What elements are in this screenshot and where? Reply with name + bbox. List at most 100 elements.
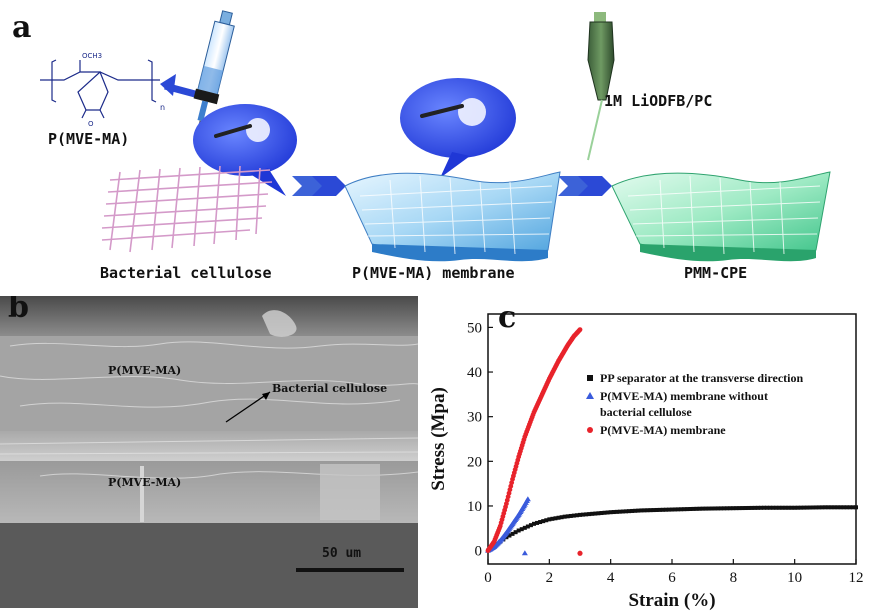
data-point — [660, 507, 665, 512]
data-point — [627, 509, 632, 514]
data-point — [519, 527, 524, 532]
data-point — [829, 505, 834, 510]
panel-a-letter: a — [12, 10, 32, 45]
speech-bubble-1-icon — [193, 104, 297, 196]
data-point — [682, 507, 687, 512]
data-point — [832, 505, 837, 510]
legend-marker — [587, 375, 593, 381]
data-point — [777, 505, 782, 510]
data-point — [746, 505, 751, 510]
data-point — [614, 509, 619, 514]
data-point — [755, 505, 760, 510]
panel-b-letter: b — [8, 296, 29, 325]
scale-bar-label: 50 um — [322, 546, 362, 561]
data-point — [568, 513, 573, 518]
data-point — [798, 505, 803, 510]
data-point — [642, 508, 647, 513]
data-point — [593, 511, 598, 516]
sem-image — [0, 296, 418, 608]
data-point — [786, 505, 791, 510]
svg-text:OCH3: OCH3 — [82, 52, 102, 60]
data-point — [850, 505, 855, 510]
y-tick-label: 40 — [467, 365, 482, 381]
polymer-label: P(MVE-MA) — [48, 130, 130, 148]
data-point — [657, 507, 662, 512]
data-point — [596, 511, 601, 516]
y-tick-label: 20 — [467, 454, 482, 470]
data-point — [528, 523, 533, 528]
data-point — [636, 508, 641, 513]
bacterial-cellulose-label: Bacterial cellulose — [100, 264, 272, 282]
data-point — [847, 505, 852, 510]
data-point — [648, 508, 653, 513]
pmm-cpe-sheet-icon — [611, 171, 831, 262]
data-point — [854, 505, 858, 510]
data-point — [587, 512, 592, 517]
data-point — [565, 514, 570, 519]
data-point — [801, 505, 806, 510]
data-point — [709, 506, 714, 511]
bacterial-cellulose-mesh-icon — [101, 165, 273, 253]
legend-label: P(MVE-MA) membrane — [600, 423, 726, 437]
data-point — [749, 505, 754, 510]
data-point — [608, 510, 613, 515]
data-point — [725, 506, 730, 511]
data-point — [510, 531, 515, 536]
data-point — [795, 505, 800, 510]
data-point — [737, 506, 742, 511]
data-point — [771, 505, 776, 510]
double-arrow-1-icon — [292, 176, 346, 196]
series-0 — [486, 505, 858, 553]
speech-bubble-2-icon — [400, 78, 516, 178]
series-2 — [485, 327, 583, 554]
scale-bar-line — [296, 568, 404, 572]
data-point — [694, 506, 699, 511]
data-point — [700, 506, 705, 511]
data-point — [673, 507, 678, 512]
data-point — [719, 506, 724, 511]
data-point — [722, 506, 727, 511]
data-point — [516, 528, 521, 533]
data-point — [624, 509, 628, 514]
legend-label: PP separator at the transverse direction — [600, 371, 804, 385]
stress-strain-chart: 0 2 4 6 8 10 12 0 10 20 30 40 50 Strain (%) Stress (Mp… — [428, 313, 864, 611]
data-point — [765, 505, 770, 510]
data-point — [814, 505, 819, 510]
data-point — [550, 516, 555, 521]
data-point — [602, 510, 607, 515]
x-tick-label: 10 — [787, 570, 802, 586]
data-point — [581, 512, 586, 517]
data-point — [670, 507, 674, 512]
data-point — [599, 511, 604, 516]
data-point — [691, 506, 696, 511]
pmve-ma-membrane-sheet-icon — [344, 171, 561, 262]
data-point — [590, 511, 595, 516]
legend-label: bacterial cellulose — [600, 405, 692, 419]
data-point — [768, 505, 773, 510]
sem-bottom-layer-label: P(MVE-MA) — [108, 476, 182, 489]
data-point — [574, 513, 579, 518]
x-tick-label: 4 — [607, 570, 615, 586]
data-point — [731, 506, 736, 511]
y-tick-label: 0 — [475, 544, 483, 560]
data-point — [630, 508, 635, 513]
data-point — [716, 506, 720, 511]
y-tick-label: 30 — [467, 410, 482, 426]
data-point — [740, 506, 745, 511]
data-point — [838, 505, 843, 510]
data-point — [844, 505, 849, 510]
data-point — [663, 507, 668, 512]
bacterial-cellulose-pointer — [225, 391, 271, 423]
data-point — [826, 505, 831, 510]
data-point — [706, 506, 711, 511]
data-point — [578, 512, 582, 517]
x-tick-label: 0 — [484, 570, 492, 586]
data-point — [820, 505, 825, 510]
x-tick-label: 6 — [668, 570, 676, 586]
data-point — [507, 533, 512, 538]
data-point — [651, 508, 656, 513]
data-point — [645, 508, 650, 513]
data-point — [688, 507, 693, 511]
data-point — [697, 506, 702, 511]
data-point — [538, 520, 543, 525]
